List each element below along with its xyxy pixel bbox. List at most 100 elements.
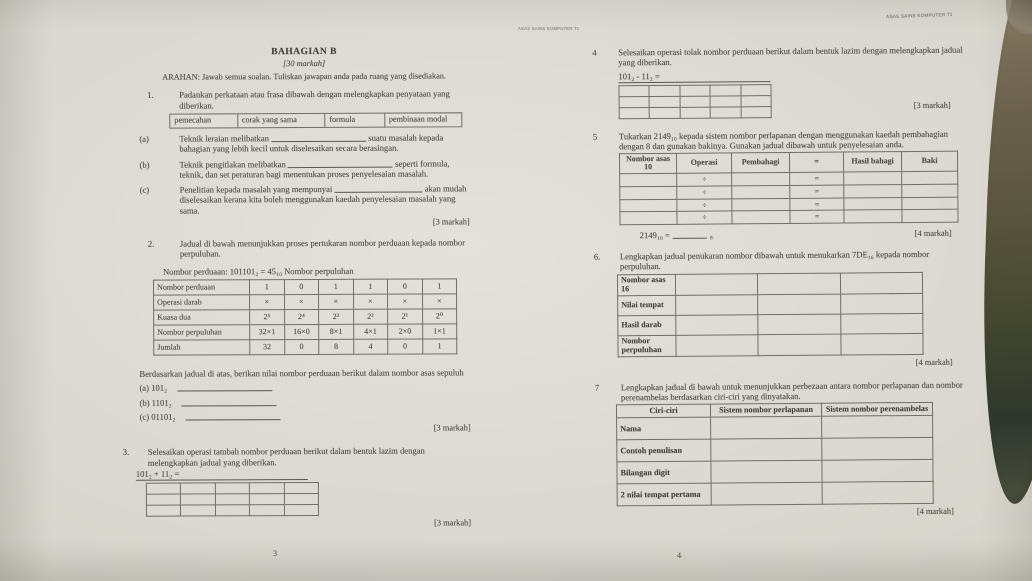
table-cell bbox=[758, 334, 841, 356]
table-cell: Nombor perpuluhan bbox=[617, 335, 677, 357]
table-header-cell: Nombor asas 10 bbox=[619, 152, 677, 175]
result-prefix: 2149₁₀ = bbox=[639, 230, 670, 241]
table-cell: 1×1 bbox=[422, 323, 457, 340]
option-cell: pemecahan bbox=[170, 114, 238, 128]
right-page-column: 4 Selesaikan operasi tolak nombor perdua… bbox=[591, 44, 980, 519]
table-cell: 1 bbox=[422, 338, 457, 355]
table-header-cell: Sistem nombor perenambelas bbox=[821, 402, 933, 416]
part-label: (b) bbox=[139, 159, 150, 170]
option-cell: corak yang sama bbox=[237, 113, 326, 128]
table-cell: 2² bbox=[353, 309, 388, 325]
table-header-cell: Ciri-ciri bbox=[616, 404, 711, 418]
part-text-before: Teknik leraian melibatkan bbox=[179, 133, 269, 144]
table-cell: 1 bbox=[249, 279, 285, 295]
table-cell: 2⁴ bbox=[284, 309, 319, 325]
table-cell: 0 bbox=[284, 339, 319, 355]
table-cell: = bbox=[789, 172, 844, 186]
table-cell: 16×0 bbox=[284, 324, 319, 340]
table-cell bbox=[679, 85, 711, 97]
answer-blank bbox=[672, 230, 707, 240]
table-cell: 8 bbox=[318, 339, 354, 355]
question-4: 4 Selesaikan operasi tolak nombor perdua… bbox=[591, 44, 977, 120]
question-5: 5 Tukarkan 2149₁₀ kepada sistem nombor p… bbox=[592, 129, 978, 242]
table-cell bbox=[843, 209, 903, 223]
item-label: (c) 01101₂ bbox=[139, 411, 176, 422]
answer-item-a: (a) 101₂ bbox=[139, 382, 470, 394]
question-6: 6. Lengkapkan jadual penukaran nombor di… bbox=[593, 248, 979, 370]
question-7: 7 Lengkapkan jadual di bawah untuk menun… bbox=[594, 379, 980, 519]
table-cell bbox=[840, 293, 923, 315]
answer-item-c: (c) 01101₂ bbox=[140, 410, 471, 422]
table-cell bbox=[619, 173, 677, 187]
table-cell: 2³ bbox=[318, 309, 354, 325]
table-cell bbox=[215, 494, 250, 506]
table-cell: ÷ bbox=[676, 211, 733, 225]
table-cell bbox=[821, 458, 934, 482]
table-header-cell: Baki bbox=[901, 150, 958, 172]
table-cell bbox=[901, 184, 958, 198]
table-cell bbox=[249, 482, 284, 495]
table-cell: 0 bbox=[387, 279, 423, 295]
table-cell: = bbox=[789, 210, 845, 224]
question-number: 4 bbox=[592, 47, 597, 58]
part-text: Penelitian kepada masalah yang mempunyai… bbox=[180, 183, 470, 215]
instruction-line: ARAHAN: Jawab semua soalan. Tuliskan jaw… bbox=[162, 71, 447, 83]
marks-label: [3 markah] bbox=[433, 423, 471, 433]
answer-item-b: (b) 1101₂ bbox=[139, 396, 470, 408]
table-cell: ÷ bbox=[676, 185, 732, 199]
table-cell: Nombor perpuluhan bbox=[153, 324, 250, 341]
followup-text: Berdasarkan jadual di atas, berikan nila… bbox=[139, 367, 464, 379]
table-cell bbox=[757, 273, 841, 295]
question-part-b: (b) Teknik pengitlakan melibatkan sepert… bbox=[139, 158, 469, 180]
left-page-column: BAHAGIAN B [30 markah] ARAHAN: Jawab sem… bbox=[123, 45, 472, 530]
table-cell: 2¹ bbox=[387, 309, 423, 325]
marks-label: [3 markah] bbox=[434, 518, 472, 528]
table-cell bbox=[619, 211, 678, 225]
table-cell bbox=[822, 480, 934, 504]
item-label: (a) 101₂ bbox=[139, 382, 168, 394]
table-cell: × bbox=[387, 294, 423, 310]
table-cell bbox=[215, 483, 250, 495]
result-line: 2149₁₀ = ₈ [4 markah] bbox=[620, 225, 978, 241]
part-text: Teknik pengitlakan melibatkan seperti fo… bbox=[179, 158, 469, 180]
binary-conversion-table: Nombor perduaan 1 0 1 1 0 1 Operasi darab × × × × × ×… bbox=[153, 278, 457, 356]
table-cell bbox=[901, 209, 959, 223]
table-cell bbox=[821, 436, 933, 460]
table-cell bbox=[901, 196, 958, 210]
option-cell: formula bbox=[325, 113, 385, 127]
part-label: (c) bbox=[139, 184, 150, 195]
question-body: Jadual di bawah menunjukkan proses pertu… bbox=[139, 237, 471, 435]
division-working-table: Nombor asas 10 Operasi Pembahagi = Hasil bah… bbox=[619, 150, 959, 225]
table-cell bbox=[249, 504, 285, 517]
marks-label: [4 markah] bbox=[915, 357, 953, 367]
question-text: Lengkapkan jadual di bawah untuk menunju… bbox=[620, 379, 963, 403]
answer-blank bbox=[185, 411, 281, 421]
header-microtext-right: ASAS SAINS KOMPUTER T1 bbox=[885, 11, 953, 20]
part-text-before: Teknik pengitlakan melibatkan bbox=[179, 158, 286, 170]
question-body: Selesaikan operasi tambah nombor perduaa… bbox=[135, 445, 472, 530]
table-cell bbox=[249, 493, 285, 506]
table-cell: 0 bbox=[283, 279, 319, 295]
table-cell: 1 bbox=[352, 279, 388, 295]
table-cell bbox=[180, 483, 216, 495]
result-suffix: ₈ bbox=[709, 230, 713, 241]
table-cell: 4 bbox=[353, 339, 388, 355]
equation: Nombor perduaan: 101101₂ = 45₁₀ Nombor p… bbox=[162, 265, 354, 277]
part-text-before: Penelitian kepada masalah yang mempunyai bbox=[179, 184, 333, 195]
marks-label: [4 markah] bbox=[916, 506, 954, 516]
table-cell: = bbox=[789, 184, 844, 198]
question-text: Jadual di bawah menunjukkan proses pertu… bbox=[179, 237, 466, 259]
table-cell: Hasil darab bbox=[617, 315, 676, 336]
question-text: Selesaikan operasi tambah nombor perduaa… bbox=[147, 445, 425, 468]
question-body: Lengkapkan jadual di bawah untuk menunju… bbox=[616, 379, 980, 519]
header-microtext: ASAS SAINS KOMPUTER T1 bbox=[518, 26, 580, 31]
table-cell: 32 bbox=[249, 339, 285, 355]
question-text: Padankan perkataan atau frasa dibawah de… bbox=[179, 88, 450, 111]
table-cell bbox=[731, 172, 790, 186]
result-expression: 2149₁₀ = ₈ bbox=[640, 230, 713, 241]
part-label: (a) bbox=[139, 133, 149, 144]
table-cell: 1 bbox=[421, 278, 457, 295]
answer-blank bbox=[334, 183, 423, 193]
working-grid bbox=[145, 482, 319, 518]
